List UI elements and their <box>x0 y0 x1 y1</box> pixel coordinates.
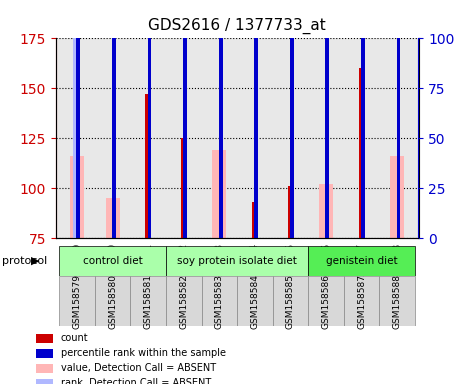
Bar <box>77 25 80 238</box>
FancyBboxPatch shape <box>344 276 379 326</box>
Text: GSM158580: GSM158580 <box>108 274 117 329</box>
Text: GSM158582: GSM158582 <box>179 274 188 329</box>
Text: GSM158581: GSM158581 <box>144 274 153 329</box>
Bar <box>219 22 223 238</box>
FancyBboxPatch shape <box>131 276 166 326</box>
Text: protocol: protocol <box>2 256 47 266</box>
Bar <box>36 364 53 373</box>
Bar <box>254 30 258 238</box>
Bar <box>361 15 365 238</box>
Bar <box>252 202 258 238</box>
Text: GSM158586: GSM158586 <box>321 274 331 329</box>
Bar <box>288 186 293 238</box>
Bar <box>359 68 365 238</box>
Bar <box>181 138 186 238</box>
Bar <box>36 379 53 384</box>
Text: GSM158585: GSM158585 <box>286 274 295 329</box>
FancyBboxPatch shape <box>237 276 272 326</box>
FancyBboxPatch shape <box>60 247 166 276</box>
Text: ▶: ▶ <box>31 256 40 266</box>
FancyBboxPatch shape <box>202 276 237 326</box>
Text: rank, Detection Call = ABSENT: rank, Detection Call = ABSENT <box>61 379 211 384</box>
Bar <box>112 32 116 238</box>
Bar <box>73 26 78 238</box>
Bar <box>326 32 329 238</box>
Bar <box>390 156 404 238</box>
FancyBboxPatch shape <box>272 276 308 326</box>
Bar <box>70 156 84 238</box>
Bar <box>36 349 53 358</box>
Text: soy protein isolate diet: soy protein isolate diet <box>177 256 297 266</box>
FancyBboxPatch shape <box>379 276 415 326</box>
Title: GDS2616 / 1377733_at: GDS2616 / 1377733_at <box>148 18 326 34</box>
Bar <box>183 20 187 238</box>
Bar <box>147 15 152 238</box>
Text: GSM158587: GSM158587 <box>357 274 366 329</box>
Bar <box>146 94 151 238</box>
Text: GSM158588: GSM158588 <box>392 274 402 329</box>
Text: count: count <box>61 333 88 343</box>
Text: GSM158584: GSM158584 <box>251 274 259 329</box>
FancyBboxPatch shape <box>166 247 308 276</box>
Bar <box>397 25 400 238</box>
FancyBboxPatch shape <box>308 276 344 326</box>
FancyBboxPatch shape <box>60 276 95 326</box>
FancyBboxPatch shape <box>95 276 131 326</box>
Text: value, Detection Call = ABSENT: value, Detection Call = ABSENT <box>61 363 216 373</box>
Text: GSM158579: GSM158579 <box>73 274 82 329</box>
Bar <box>290 30 294 238</box>
Text: percentile rank within the sample: percentile rank within the sample <box>61 348 226 358</box>
Bar <box>319 184 333 238</box>
Bar <box>213 150 226 238</box>
Bar <box>106 198 120 238</box>
Text: genistein diet: genistein diet <box>326 256 398 266</box>
FancyBboxPatch shape <box>166 276 202 326</box>
Bar <box>36 334 53 343</box>
Text: control diet: control diet <box>83 256 143 266</box>
Text: GSM158583: GSM158583 <box>215 274 224 329</box>
FancyBboxPatch shape <box>308 247 415 276</box>
